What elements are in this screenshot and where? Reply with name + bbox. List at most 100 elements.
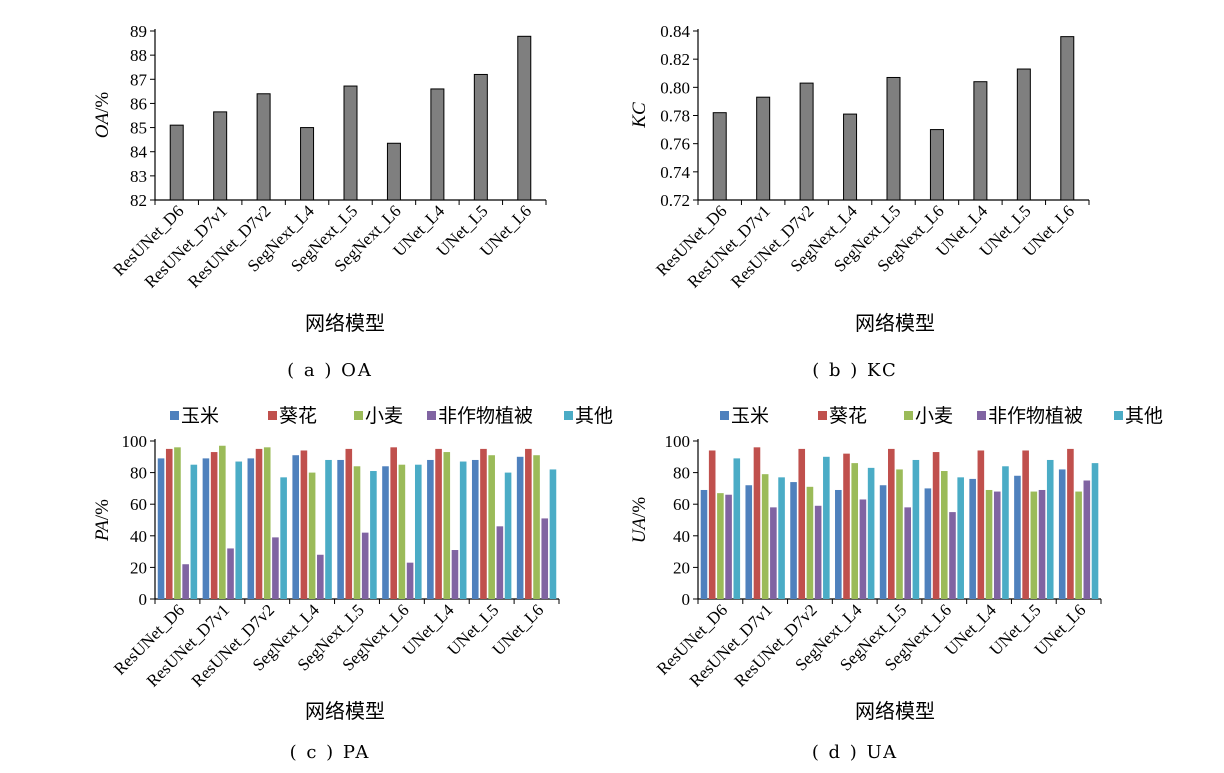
y-axis-label-unit: /% (92, 92, 113, 113)
bar-1 (790, 482, 797, 599)
bar-3 (308, 472, 316, 599)
bar-4 (182, 564, 189, 599)
y-tick-label: 89 (130, 22, 147, 41)
bar-3 (940, 471, 948, 599)
bar (517, 35, 532, 201)
y-tick-label: 0 (139, 590, 148, 609)
y-tick-label: 0.80 (660, 78, 690, 97)
bar (473, 73, 488, 201)
bar-2 (798, 448, 806, 599)
y-axis-label-name: OA (92, 112, 113, 138)
bar-3 (985, 489, 993, 599)
y-tick-label: 80 (130, 464, 147, 483)
bar-4 (859, 499, 867, 599)
x-axis-label: 网络模型 (855, 699, 935, 723)
bar (756, 96, 771, 201)
chart-caption: ( b ) KC (812, 360, 897, 381)
bar-1 (879, 485, 887, 599)
y-axis-label-name: PA (92, 520, 113, 542)
bar-5 (957, 477, 964, 599)
y-axis-label-name: KC (629, 102, 650, 129)
bar-1 (337, 459, 344, 599)
bar-4 (317, 554, 324, 599)
bar-1 (157, 458, 165, 599)
bar-5 (867, 467, 875, 599)
y-tick-label: 0.78 (660, 107, 690, 126)
x-axis-label: 网络模型 (305, 311, 385, 335)
y-tick-label: 0 (682, 590, 691, 609)
legend-swatch (564, 411, 573, 420)
y-axis-label: UA/% (629, 497, 650, 544)
legend-swatch (170, 411, 179, 420)
chart-caption: ( a ) OA (287, 360, 373, 381)
bar-5 (1046, 459, 1054, 599)
bar-1 (700, 489, 708, 599)
legend-swatch (1114, 411, 1123, 420)
bar-3 (353, 466, 361, 599)
bar-5 (190, 464, 198, 599)
y-tick-label: 40 (130, 527, 147, 546)
legend-swatch (818, 411, 827, 420)
chart-caption: ( c ) PA (290, 742, 371, 763)
bar-4 (272, 537, 279, 599)
bar-5 (733, 458, 741, 599)
bar-5 (459, 461, 467, 599)
y-axis-label: KC (629, 102, 650, 129)
bar-2 (255, 448, 263, 599)
x-axis-label: 网络模型 (855, 311, 935, 335)
bar-3 (398, 464, 406, 599)
bar-4 (1038, 489, 1046, 599)
legend-label: 玉米 (181, 405, 219, 427)
bar-4 (949, 512, 956, 599)
bar-5 (1091, 463, 1099, 599)
bar-1 (924, 488, 932, 599)
chart-kc: 0.720.740.760.780.800.820.84ResUNet_D6Re… (629, 22, 1090, 381)
bar-3 (761, 474, 769, 599)
bar-2 (977, 450, 985, 599)
bar-5 (823, 456, 830, 599)
bar (973, 81, 988, 201)
legend-label: 小麦 (915, 405, 953, 427)
y-axis-label-name: UA (629, 517, 650, 543)
bar-4 (227, 548, 234, 599)
bar-1 (427, 459, 434, 599)
y-tick-label: 87 (130, 70, 148, 89)
bar-2 (843, 453, 850, 599)
bar-1 (969, 478, 976, 599)
y-tick-label: 86 (130, 94, 147, 113)
bar-3 (174, 447, 181, 599)
bar-2 (300, 450, 308, 599)
bar-4 (993, 491, 1001, 599)
legend-label: 小麦 (365, 405, 403, 427)
y-tick-label: 0.76 (660, 135, 690, 154)
bar-2 (480, 448, 487, 599)
bar-1 (382, 466, 389, 599)
bar-5 (325, 459, 332, 599)
legend-label: 玉米 (731, 405, 769, 427)
bar (843, 113, 858, 201)
y-tick-label: 0.84 (660, 22, 690, 41)
bar-2 (435, 448, 442, 599)
bar (343, 85, 358, 201)
bar-5 (235, 461, 243, 599)
bar (300, 127, 315, 201)
bar (1060, 36, 1075, 201)
y-tick-label: 80 (673, 464, 690, 483)
bar-1 (292, 455, 300, 599)
bar-1 (835, 489, 842, 599)
bar-2 (1067, 448, 1074, 599)
bar-2 (888, 448, 895, 599)
bar-4 (541, 518, 549, 599)
bar-1 (516, 456, 524, 599)
legend-label: 葵花 (279, 405, 317, 427)
bar-3 (219, 445, 226, 599)
bar-2 (210, 452, 218, 599)
bar (169, 124, 184, 201)
bar-1 (745, 485, 753, 599)
y-tick-label: 85 (130, 119, 147, 138)
legend-label: 葵花 (829, 405, 867, 427)
bar-2 (165, 448, 173, 599)
bar (712, 112, 727, 201)
